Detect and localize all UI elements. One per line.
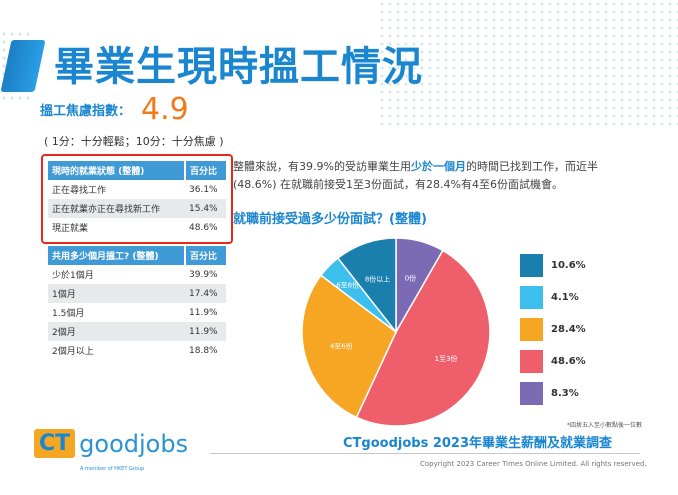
pie-slice — [301, 274, 397, 419]
legend-label: 8.3% — [551, 388, 579, 399]
table-row: 正在尋找工作 36.1% — [48, 180, 226, 199]
table-row: 現正就業 48.6% — [48, 218, 226, 237]
dot-pattern-decoration — [378, 0, 678, 130]
duration-row-value: 11.9% — [185, 322, 226, 341]
page-title: 畢業生現時搵工情況 — [54, 44, 423, 90]
status-row-label: 正在尋找工作 — [52, 186, 107, 196]
legend-item: 28.4% — [520, 318, 586, 341]
ctgoodjobs-logo: CT goodjobs — [34, 429, 188, 458]
summary-highlight: 少於一個月 — [410, 160, 466, 173]
table-row: 少於1個月 39.9% — [48, 265, 226, 284]
duration-row-label: 少於1個月 — [52, 271, 94, 281]
survey-title: CTgoodjobs 2023年畢業生薪酬及就業調查 — [343, 436, 613, 451]
duration-row-label: 2個月以上 — [52, 347, 94, 357]
anxiety-index-scale-note: ( 1分：十分輕鬆；10分：十分焦慮 ) — [44, 135, 224, 148]
logo-goodjobs-text: goodjobs — [79, 429, 189, 458]
logo-ct-mark: CT — [34, 429, 76, 458]
job-search-duration-box: 共用多少個月搵工? (整體) 百分比 少於1個月 39.9% 1個月 17.4%… — [48, 246, 226, 360]
table-row: 正在就業亦正在尋找新工作 15.4% — [48, 199, 226, 218]
duration-table-header-pct: 百分比 — [184, 246, 226, 265]
legend-item: 4.1% — [520, 286, 586, 309]
summary-text-part1: 整體來說，有39.9%的受訪畢業生用 — [233, 160, 411, 173]
status-row-value: 48.6% — [189, 222, 218, 233]
status-row-label: 正在就業亦正在尋找新工作 — [48, 199, 185, 218]
table-row: 2個月以上 18.8% — [48, 341, 226, 360]
legend-label: 10.6% — [551, 260, 586, 271]
interview-count-pie-chart: 0份 1至3份 4至6份 6至8份 8份以上 — [301, 237, 491, 427]
legend-item: 10.6% — [520, 254, 586, 277]
status-table-header-pct: 百分比 — [184, 161, 226, 180]
legend-swatch — [520, 318, 543, 341]
status-row-label: 現正就業 — [52, 224, 89, 234]
pie-slice-label: 8份以上 — [365, 275, 390, 284]
status-row-value: 36.1% — [189, 184, 218, 195]
employment-status-table: 現時的就業狀態 (整體) 百分比 正在尋找工作 36.1% 正在就業亦正在尋找新… — [48, 161, 226, 237]
legend-swatch — [520, 254, 543, 277]
duration-row-value: 11.9% — [189, 307, 218, 318]
duration-row-value: 18.8% — [189, 345, 218, 356]
duration-row-value: 17.4% — [185, 284, 226, 303]
pie-slice-label: 0份 — [405, 274, 416, 283]
legend-label: 48.6% — [551, 356, 586, 367]
status-row-value: 15.4% — [185, 199, 226, 218]
legend-label: 28.4% — [551, 324, 586, 335]
chart-title: 就職前接受過多少份面試？(整體) — [233, 212, 427, 227]
legend-swatch — [520, 382, 543, 405]
copyright-text: Copyright 2023 Career Times Online Limit… — [420, 460, 647, 468]
legend-label: 4.1% — [551, 292, 579, 303]
employment-status-box: 現時的就業狀態 (整體) 百分比 正在尋找工作 36.1% 正在就業亦正在尋找新… — [41, 154, 233, 244]
pie-slice — [336, 237, 397, 335]
anxiety-index-label: 搵工焦慮指數： — [40, 104, 132, 119]
job-search-duration-table: 共用多少個月搵工? (整體) 百分比 少於1個月 39.9% 1個月 17.4%… — [48, 246, 226, 360]
duration-row-label: 1.5個月 — [52, 309, 85, 319]
legend-item: 8.3% — [520, 382, 586, 405]
legend-item: 48.6% — [520, 350, 586, 373]
pie-slice-label: 1至3份 — [435, 354, 458, 363]
chart-footnote: *四捨五入至小數點後一位數 — [567, 422, 643, 429]
legend-swatch — [520, 286, 543, 309]
duration-row-label: 1個月 — [48, 284, 185, 303]
duration-row-value: 39.9% — [189, 269, 218, 280]
pie-slice-label: 6至8份 — [336, 281, 359, 290]
legend-swatch — [520, 350, 543, 373]
duration-table-header-label: 共用多少個月搵工? (整體) — [48, 246, 185, 265]
duration-row-label: 2個月 — [48, 322, 185, 341]
summary-paragraph: 整體來說，有39.9%的受訪畢業生用少於一個月的時間已找到工作，而近半 (48.… — [233, 158, 633, 194]
summary-text-part2: 的時間已找到工作，而近半 (48.6%) 在就職前接受1至3份面試，有28.4%… — [233, 160, 598, 191]
status-table-header-label: 現時的就業狀態 (整體) — [48, 161, 185, 180]
pie-slice-label: 4至6份 — [330, 342, 353, 351]
table-row: 1個月 17.4% — [48, 284, 226, 303]
anxiety-index: 搵工焦慮指數： 4.9 — [40, 95, 189, 125]
table-row: 1.5個月 11.9% — [48, 303, 226, 322]
table-row: 2個月 11.9% — [48, 322, 226, 341]
logo-tagline: A member of HKET Group — [80, 466, 145, 472]
pie-slice — [355, 249, 491, 427]
footer-divider — [210, 453, 640, 454]
anxiety-index-value: 4.9 — [141, 92, 189, 127]
chart-legend: 10.6% 4.1% 28.4% 48.6% 8.3% — [520, 254, 586, 414]
